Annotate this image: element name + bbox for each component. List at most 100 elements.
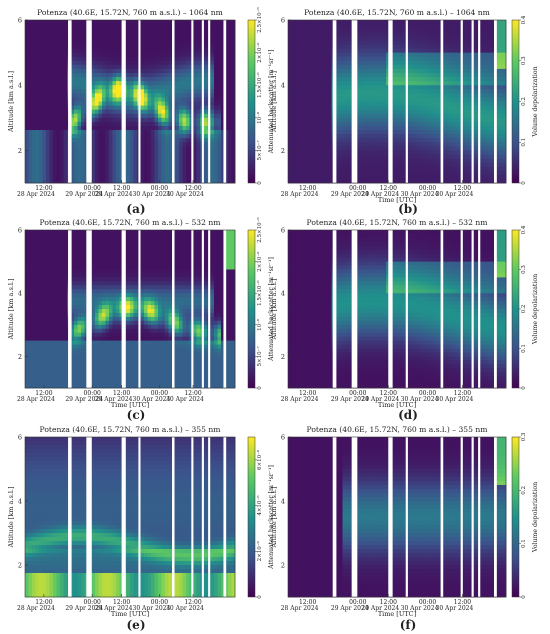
heatmap-cell: [310, 28, 314, 32]
heatmap-cell: [437, 65, 441, 69]
heatmap-cell: [179, 122, 183, 126]
heatmap-cell: [50, 150, 54, 154]
heatmap-cell: [364, 106, 368, 110]
heatmap-cell: [310, 175, 314, 179]
heatmap-cell: [95, 122, 99, 126]
heatmap-cell: [419, 159, 423, 163]
heatmap-cell: [364, 175, 368, 179]
heatmap-cell: [193, 167, 197, 171]
heatmap-cell: [151, 134, 155, 138]
heatmap-cell: [484, 150, 488, 154]
heatmap-cell: [375, 20, 379, 24]
heatmap-cell: [186, 81, 190, 85]
heatmap-cell: [169, 150, 173, 154]
heatmap-cell: [127, 150, 131, 154]
heatmap-cell: [433, 122, 437, 126]
heatmap-cell: [462, 77, 466, 81]
heatmap-cell: [127, 24, 131, 28]
heatmap-cell: [64, 102, 68, 106]
heatmap-cell: [134, 138, 138, 142]
heatmap-cell: [292, 49, 296, 53]
heatmap-cell: [36, 81, 40, 85]
heatmap-cell: [288, 69, 292, 73]
heatmap-cell: [499, 93, 503, 97]
heatmap-cell: [74, 175, 78, 179]
heatmap-cell: [481, 93, 485, 97]
heatmap-cell: [372, 146, 376, 150]
heatmap-cell: [148, 154, 152, 158]
heatmap-cell: [130, 28, 134, 32]
heatmap-cell: [204, 20, 208, 24]
heatmap-cell: [46, 142, 50, 146]
heatmap-cell: [113, 154, 117, 158]
heatmap-cell: [25, 309, 29, 313]
heatmap-cell: [162, 61, 166, 65]
heatmap-cell: [473, 93, 477, 97]
heatmap-cell: [144, 167, 148, 171]
heatmap-cell: [78, 163, 82, 167]
heatmap-cell: [295, 130, 299, 134]
heatmap-cell: [218, 154, 222, 158]
heatmap-cell: [430, 97, 434, 101]
heatmap-cell: [437, 93, 441, 97]
heatmap-cell: [39, 146, 43, 150]
heatmap-cell: [455, 36, 459, 40]
y-axis-label: Altitude [km a.s.l.]: [7, 71, 15, 133]
data-gap-1: [68, 20, 72, 183]
heatmap-cell: [165, 102, 169, 106]
heatmap-cell: [127, 122, 131, 126]
heatmap-cell: [303, 24, 307, 28]
heatmap-cell: [364, 110, 368, 114]
heatmap-cell: [310, 53, 314, 57]
heatmap-cell: [415, 167, 419, 171]
heatmap-cell: [466, 93, 470, 97]
heatmap-cell: [60, 159, 64, 163]
heatmap-cell: [92, 106, 96, 110]
heatmap-cell: [455, 97, 459, 101]
heatmap-cell: [127, 36, 131, 40]
heatmap-cell: [448, 154, 452, 158]
heatmap-cell: [141, 102, 145, 106]
heatmap-cell: [408, 40, 412, 44]
heatmap-cell: [36, 138, 40, 142]
heatmap-cell: [488, 130, 492, 134]
heatmap-cell: [401, 40, 405, 44]
heatmap-cell: [95, 81, 99, 85]
heatmap-cell: [36, 106, 40, 110]
heatmap-cell: [141, 134, 145, 138]
heatmap-cell: [144, 69, 148, 73]
heatmap-cell: [382, 102, 386, 106]
heatmap-cell: [148, 150, 152, 154]
heatmap-cell: [141, 130, 145, 134]
heatmap-cell: [169, 126, 173, 130]
heatmap-cell: [60, 118, 64, 122]
heatmap-cell: [134, 32, 138, 36]
heatmap-cell: [462, 130, 466, 134]
heatmap-cell: [343, 69, 347, 73]
heatmap-cell: [321, 122, 325, 126]
heatmap-cell: [64, 130, 68, 134]
colorbar-tick-label: 0: [521, 181, 527, 185]
heatmap-cell: [343, 28, 347, 32]
heatmap-cell: [299, 73, 303, 77]
heatmap-cell: [127, 134, 131, 138]
heatmap-cell: [346, 57, 350, 61]
heatmap-cell: [426, 142, 430, 146]
heatmap-cell: [499, 130, 503, 134]
heatmap-cell: [141, 126, 145, 130]
heatmap-cell: [186, 28, 190, 32]
heatmap-cell: [415, 154, 419, 158]
heatmap-cell: [29, 285, 33, 289]
heatmap-cell: [102, 20, 106, 24]
heatmap-cell: [43, 53, 47, 57]
heatmap-cell: [165, 40, 169, 44]
heatmap-cell: [211, 97, 215, 101]
heatmap-cell: [32, 126, 36, 130]
heatmap-cell: [74, 73, 78, 77]
heatmap-cell: [32, 262, 36, 266]
heatmap-cell: [228, 93, 232, 97]
heatmap-cell: [455, 154, 459, 158]
heatmap-cell: [437, 163, 441, 167]
heatmap-cell: [81, 163, 85, 167]
heatmap-cell: [204, 93, 208, 97]
